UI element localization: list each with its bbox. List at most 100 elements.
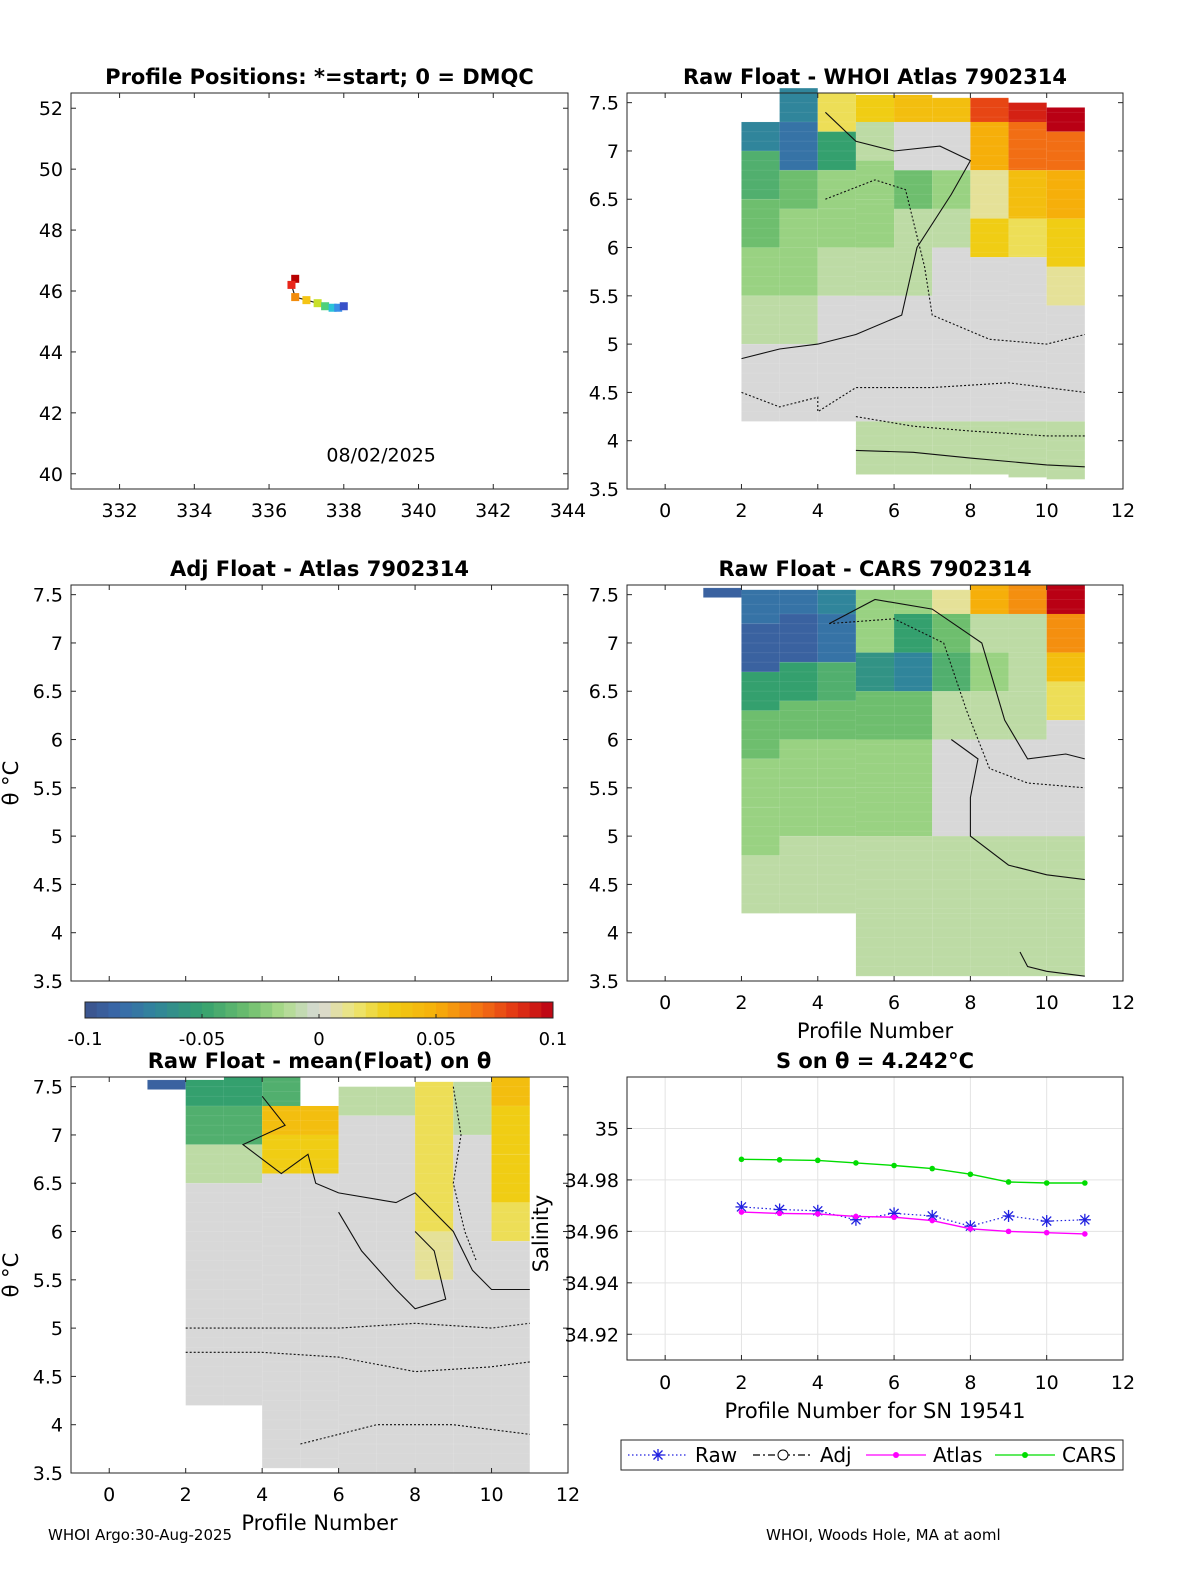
positions-ytick-label: 44 [39,342,63,364]
atlas-cell [932,344,971,422]
cars-cell [1046,758,1085,837]
colorbar-cell [529,1002,542,1018]
cars-cell [779,589,818,614]
cars-ytick-label: 5 [607,826,619,848]
mean-cell [185,1231,224,1406]
cars-cell [1046,836,1085,914]
cars-cell [970,585,1009,614]
mean-cell [338,1328,377,1473]
mean-xlabel: Profile Number [241,1511,398,1535]
mean-contour-line [300,1424,530,1445]
series-line-atlas [741,1211,1085,1235]
cars-ytick-label: 6 [607,730,619,752]
colorbar-cell [96,1002,109,1018]
positions-ytick-label: 52 [39,98,63,120]
cars-ytick-label: 4.5 [589,874,619,896]
atlas-title: Raw Float - WHOI Atlas 7902314 [683,65,1067,89]
cars-cell [779,836,818,914]
legend-label-atlas: Atlas [933,1443,982,1467]
positions-xtick-label: 344 [550,500,586,522]
salinity-title: S on θ = 4.242°C [776,1049,974,1073]
mean-cell [415,1328,454,1473]
mean-cell [453,1081,492,1135]
mean-cell [376,1086,416,1116]
colorbar-cell [330,1002,343,1018]
colorbar-cell [400,1002,414,1018]
series-marker-cars [929,1165,936,1172]
cars-axes-frame [626,584,1124,982]
mean-cell [223,1144,263,1184]
colorbar-cell [260,1002,273,1018]
cars-cell [932,691,971,740]
cars-cell [1046,652,1085,682]
series-marker-raw [1040,1215,1053,1228]
atlas-cell [817,392,856,422]
legend-marker-raw [653,1450,663,1460]
positions-xtick-label: 334 [176,500,212,522]
atlas-ytick-label: 6.5 [589,189,619,211]
position-marker [328,303,337,312]
mean-cell [223,1077,263,1106]
atlas-cell [894,421,933,475]
atlas-contour-line [741,111,972,360]
cars-xtick-label: 10 [1035,992,1059,1014]
cars-cell [894,836,933,914]
atlas-cell [779,295,818,345]
legend-label-raw: Raw [695,1443,737,1467]
salinity-xtick-label: 4 [812,1372,824,1394]
series-marker-atlas [1082,1231,1088,1237]
colorbar-cell [295,1002,308,1018]
colorbar-cell [389,1002,402,1018]
cars-cell [932,787,971,837]
atlas-cell [894,295,933,345]
footer-right: WHOI, Woods Hole, MA at aoml [766,1526,1001,1544]
cars-contour-line [1019,951,1085,977]
series-marker-atlas [967,1225,974,1232]
mean-cell [262,1328,301,1469]
colorbar-cell [342,1002,355,1018]
mean-cell [185,1183,224,1232]
atlas-cell [817,170,856,209]
positions-ytick-label: 50 [39,159,63,181]
colorbar-cell [131,1002,144,1018]
cars-cell [779,787,818,837]
colorbar-cell [517,1002,531,1018]
adj-ytick-label: 6.5 [33,681,63,703]
colorbar-cell [436,1002,449,1018]
colorbar-cell [506,1002,519,1018]
mean-cell [300,1173,339,1203]
positions-xtick-label: 340 [400,500,436,522]
atlas-cell [741,344,780,393]
mean-ytick-label: 3.5 [33,1463,63,1485]
mean-cell [338,1163,377,1329]
colorbar-cell [272,1002,285,1018]
series-marker-cars [1005,1179,1012,1185]
mean-cell [415,1081,454,1232]
atlas-contour-line [855,416,1085,437]
atlas-xtick-label: 6 [888,500,900,522]
cars-ytick-label: 5.5 [589,778,619,800]
mean-xtick-label: 0 [103,1484,115,1506]
mean-cell [300,1105,339,1135]
cars-cell [1008,613,1047,653]
atlas-ytick-label: 3.5 [589,479,619,501]
series-marker-atlas [929,1217,936,1224]
atlas-cell [855,121,895,161]
cars-cell [1046,681,1085,721]
colorbar-cell [471,1002,484,1018]
cars-cell [894,613,933,653]
colorbar-cell [237,1002,250,1018]
cars-cell [1008,691,1047,740]
position-marker [291,293,300,302]
cars-cell [894,589,933,614]
colorbar-cell [178,1002,191,1018]
position-marker [287,280,296,289]
atlas-cell [779,170,818,209]
cars-xtick-label: 6 [888,992,900,1014]
mean-ylabel: θ °C [0,1253,23,1298]
colorbar-tick-label: -0.1 [67,1029,102,1050]
mean-title: Raw Float - mean(Float) on θ [148,1049,492,1073]
series-marker-atlas [776,1210,783,1217]
mean-xtick-label: 10 [479,1484,503,1506]
